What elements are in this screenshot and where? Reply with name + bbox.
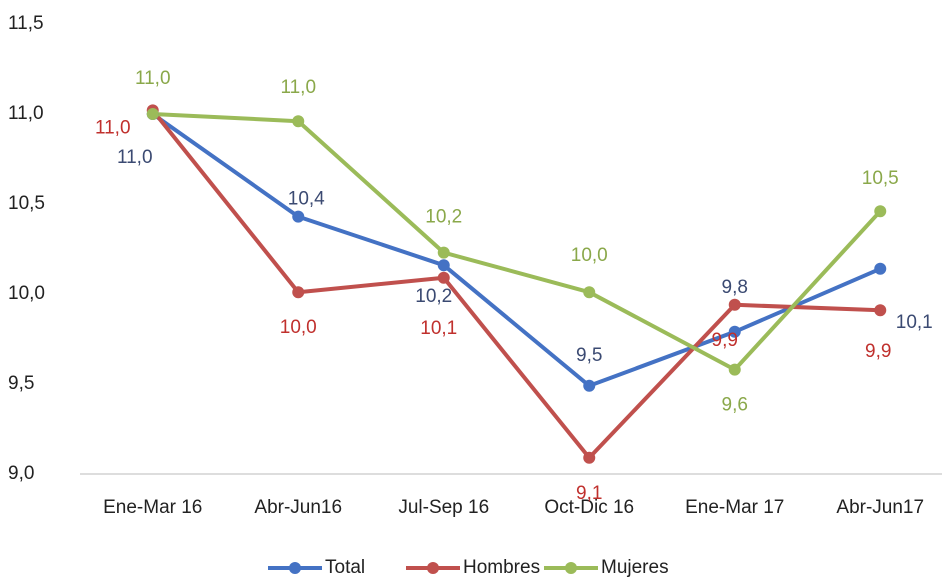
data-label: 10,5 bbox=[862, 168, 899, 189]
data-label: 10,1 bbox=[896, 312, 933, 333]
data-label: 9,5 bbox=[576, 345, 602, 366]
data-label: 9,8 bbox=[722, 277, 748, 298]
legend-marker bbox=[427, 562, 439, 574]
data-point bbox=[146, 108, 159, 120]
data-label: 10,2 bbox=[415, 286, 452, 307]
data-point bbox=[292, 115, 305, 128]
data-point bbox=[292, 210, 305, 223]
y-tick-label: 10,5 bbox=[8, 193, 45, 214]
series-line bbox=[151, 112, 882, 388]
data-point bbox=[437, 259, 450, 272]
data-label: 9,1 bbox=[576, 483, 602, 504]
y-tick-label: 9,0 bbox=[8, 463, 34, 484]
data-point bbox=[874, 304, 887, 317]
data-point bbox=[728, 298, 741, 311]
x-tick-label: Oct-Dic 16 bbox=[544, 497, 634, 518]
y-tick-label: 11,0 bbox=[8, 103, 44, 124]
legend-label: Mujeres bbox=[601, 557, 669, 578]
data-label: 11,0 bbox=[135, 68, 171, 89]
data-point bbox=[292, 286, 305, 299]
data-label: 10,4 bbox=[288, 189, 325, 210]
data-point bbox=[728, 363, 741, 376]
data-label: 10,0 bbox=[571, 245, 608, 266]
series-line bbox=[152, 112, 882, 372]
data-label: 10,0 bbox=[280, 317, 317, 338]
x-tick-label: Ene-Mar 17 bbox=[685, 497, 784, 518]
y-tick-label: 9,5 bbox=[8, 373, 34, 394]
data-point bbox=[583, 286, 596, 299]
data-point bbox=[583, 451, 596, 464]
legend-label: Hombres bbox=[463, 557, 540, 578]
data-label: 10,1 bbox=[420, 318, 457, 339]
x-tick-label: Abr-Jun17 bbox=[836, 497, 924, 518]
data-label: 9,9 bbox=[712, 330, 738, 351]
data-label: 10,2 bbox=[425, 207, 462, 228]
data-point bbox=[583, 379, 596, 392]
legend-label: Total bbox=[325, 557, 365, 578]
data-point bbox=[728, 325, 741, 338]
data-point bbox=[437, 246, 450, 259]
x-tick-label: Ene-Mar 16 bbox=[103, 497, 202, 518]
x-tick-label: Abr-Jun16 bbox=[254, 497, 342, 518]
data-label: 9,6 bbox=[722, 395, 748, 416]
data-label: 11,0 bbox=[117, 147, 153, 168]
data-point bbox=[437, 271, 450, 284]
data-label: 9,9 bbox=[865, 341, 891, 362]
data-label: 11,0 bbox=[95, 117, 131, 138]
data-label: 11,0 bbox=[280, 77, 316, 98]
x-tick-label: Jul-Sep 16 bbox=[398, 497, 489, 518]
y-tick-label: 11,5 bbox=[8, 13, 44, 34]
data-point bbox=[874, 262, 887, 275]
y-tick-label: 10,0 bbox=[8, 283, 45, 304]
series-line bbox=[151, 109, 881, 460]
legend-marker bbox=[289, 562, 301, 574]
legend-marker bbox=[565, 562, 577, 574]
data-point bbox=[874, 205, 887, 218]
